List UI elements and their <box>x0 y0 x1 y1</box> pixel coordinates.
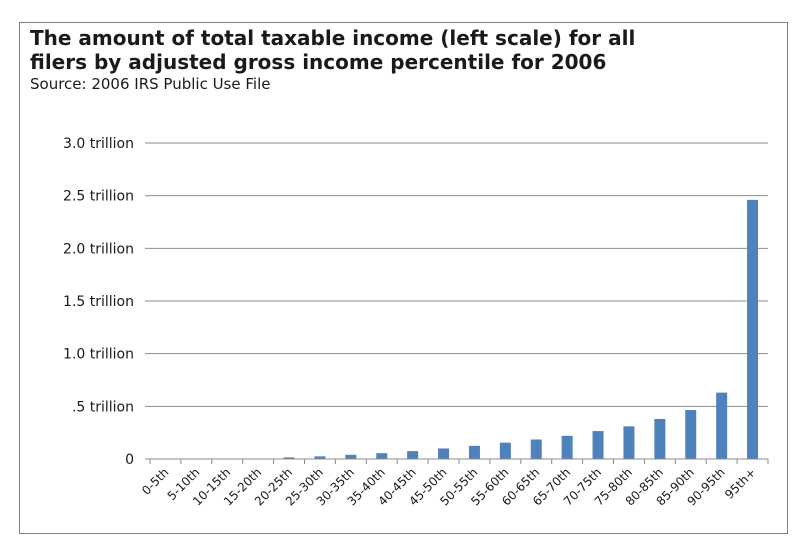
bar <box>530 439 542 459</box>
bars <box>252 199 759 459</box>
bar <box>499 442 511 459</box>
x-axis-ticks: 0-5th5-10th10-15th15-20th20-25th25-30th3… <box>139 459 769 508</box>
chart-subtitle: Source: 2006 IRS Public Use File <box>30 75 271 93</box>
bar <box>654 418 666 459</box>
y-tick-label: 0 <box>125 452 134 468</box>
bar <box>468 445 480 459</box>
y-axis-ticks: 0 .5 trillion 1.0 trillion 1.5 trillion 2.0 … <box>63 136 150 468</box>
gridlines <box>150 142 768 407</box>
bar <box>747 199 759 459</box>
bar <box>685 410 697 459</box>
bar <box>561 435 573 459</box>
bar <box>345 454 357 459</box>
bar <box>592 431 604 459</box>
bar <box>623 426 635 459</box>
y-tick-label: 2.5 trillion <box>63 189 134 205</box>
bar <box>283 457 295 459</box>
y-tick-label: 1.5 trillion <box>63 294 134 310</box>
y-tick-label: 2.0 trillion <box>63 241 134 257</box>
x-tick-label: 95th+ <box>722 465 759 502</box>
y-tick-label: 1.0 trillion <box>63 347 134 363</box>
bar <box>407 451 419 459</box>
chart-title: The amount of total taxable income (left… <box>30 26 636 74</box>
bar <box>438 448 450 459</box>
y-tick-label: 3.0 trillion <box>63 136 134 152</box>
bar <box>716 392 728 459</box>
bar <box>376 453 388 459</box>
y-tick-label: .5 trillion <box>72 399 134 415</box>
bar <box>314 456 326 459</box>
